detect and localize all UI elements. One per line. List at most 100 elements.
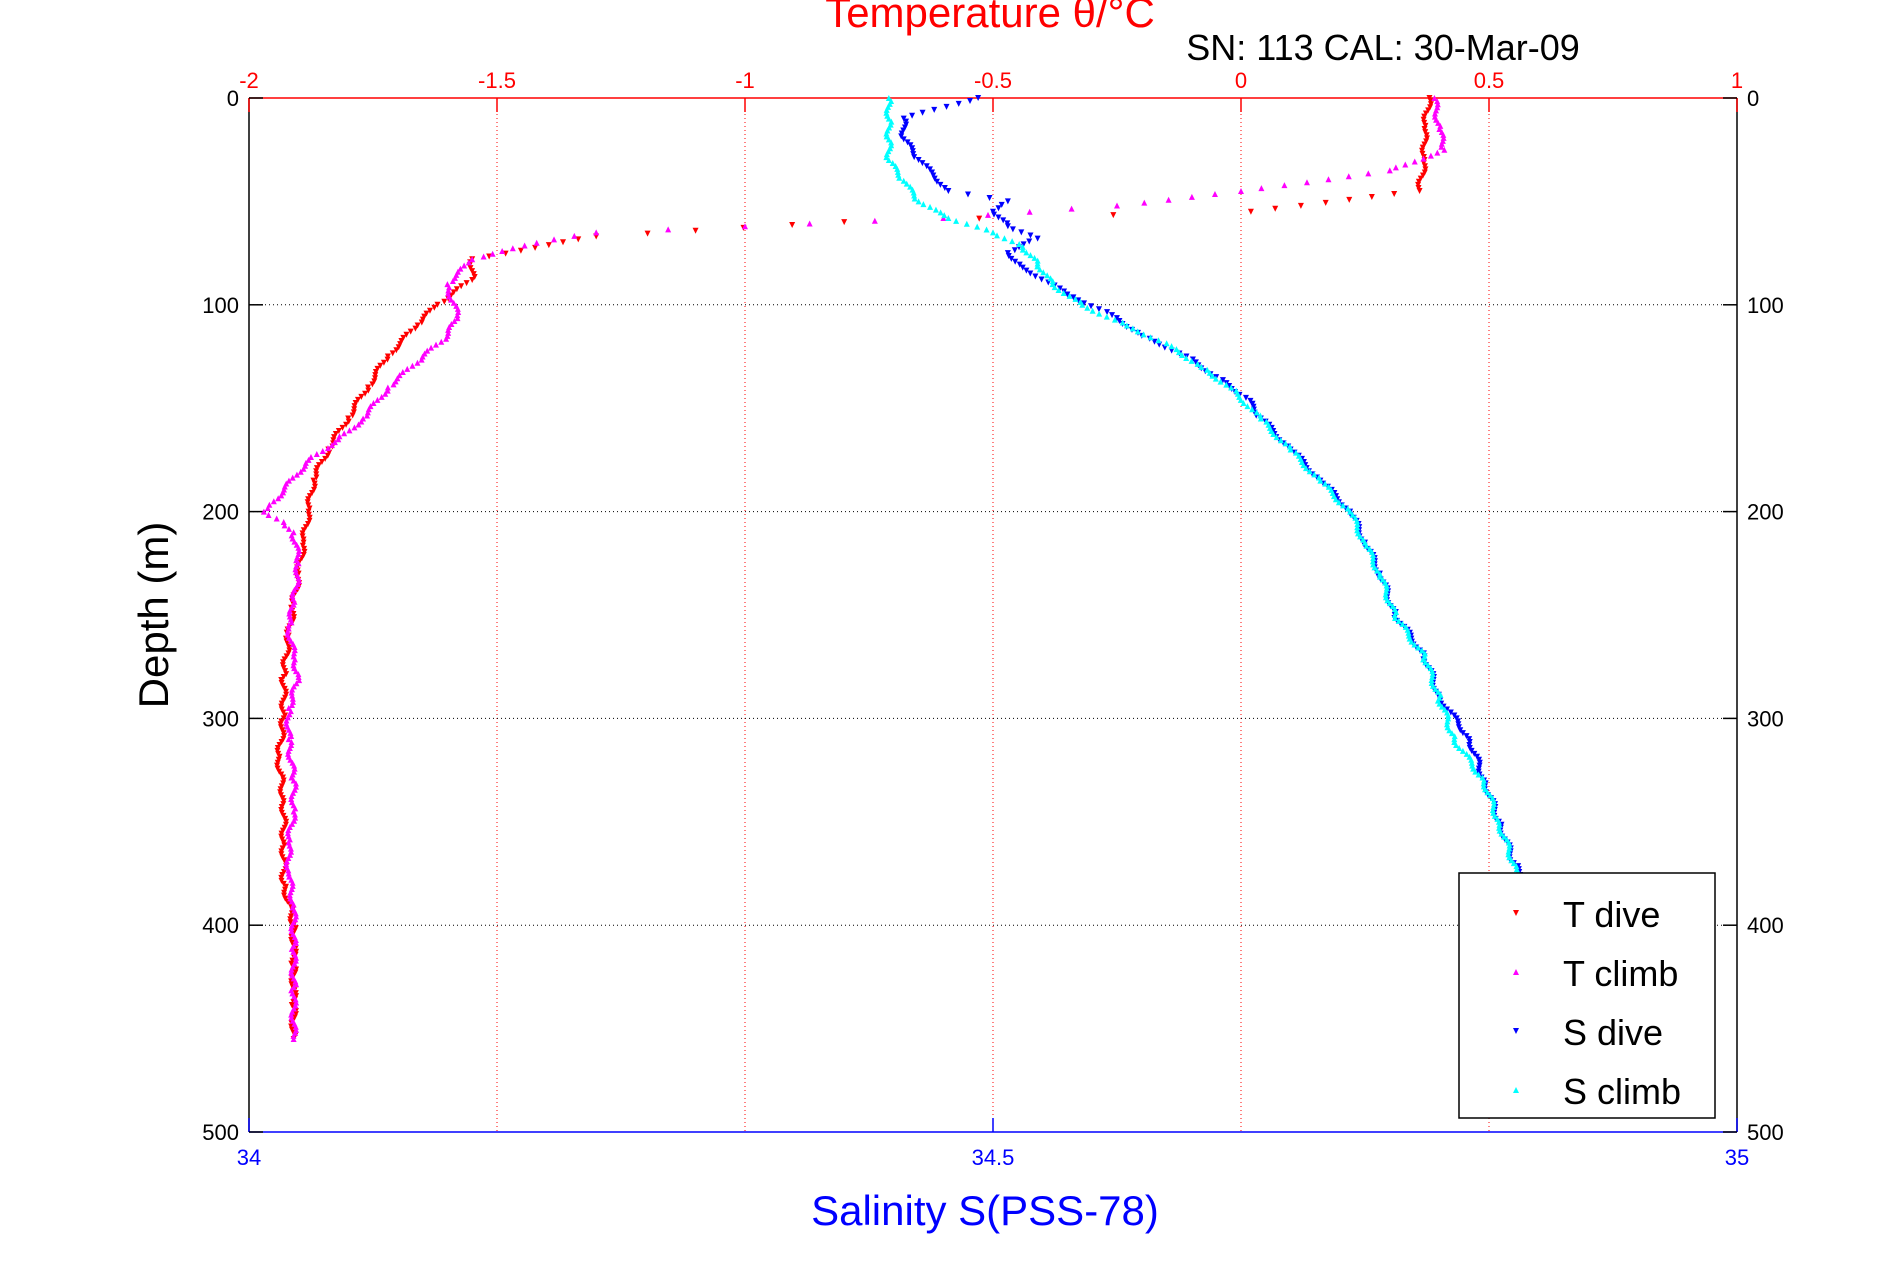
data-point <box>1484 789 1491 796</box>
data-point <box>306 514 313 521</box>
data-point <box>446 284 453 291</box>
data-point <box>305 511 312 518</box>
data-point <box>265 512 272 519</box>
data-point <box>465 259 472 266</box>
temperature-tick-label: 0 <box>1235 68 1247 93</box>
data-point <box>454 305 461 312</box>
data-point <box>966 97 973 104</box>
data-point <box>1287 446 1294 453</box>
data-point <box>299 542 306 549</box>
data-point <box>900 136 907 143</box>
data-point <box>517 247 524 254</box>
data-point <box>291 614 298 621</box>
data-point <box>293 563 300 570</box>
axes: -2 -1.5 -1 -0.5 0 0.5 1 34 34.5 35 0 0 100 100 200 200 3… <box>202 68 1783 1170</box>
data-point <box>283 717 290 724</box>
data-point <box>313 468 320 475</box>
data-point <box>1188 357 1195 364</box>
depth-tick-label-right: 400 <box>1747 913 1784 938</box>
data-point <box>292 996 299 1003</box>
data-point <box>372 369 379 376</box>
data-point <box>351 406 358 413</box>
data-point <box>1286 443 1293 450</box>
data-point <box>305 496 312 503</box>
depth-tick-label-left: 0 <box>227 86 239 111</box>
data-point <box>1155 337 1162 344</box>
data-point <box>285 827 292 834</box>
data-point <box>1079 301 1086 308</box>
depth-tick-label-left: 400 <box>202 913 239 938</box>
data-point <box>1244 403 1251 410</box>
data-point <box>341 430 348 437</box>
data-point <box>443 335 450 342</box>
data-point <box>1411 641 1418 648</box>
salinity-tick-label: 35 <box>1725 1145 1749 1170</box>
data-point <box>328 442 335 449</box>
data-point <box>407 328 414 335</box>
data-point <box>289 589 296 596</box>
data-point <box>287 729 294 736</box>
data-point <box>1194 360 1201 367</box>
data-point <box>1429 674 1436 681</box>
data-point <box>289 701 296 708</box>
data-point <box>1420 160 1427 167</box>
data-point <box>1306 468 1313 475</box>
data-point <box>1282 440 1289 447</box>
data-point <box>1402 161 1409 168</box>
data-point <box>284 830 291 837</box>
data-point <box>290 1032 297 1039</box>
data-point <box>384 384 391 391</box>
data-point <box>1422 166 1429 173</box>
data-point <box>1219 377 1226 384</box>
data-point <box>293 939 300 946</box>
data-point <box>352 400 359 407</box>
data-point <box>264 505 271 512</box>
data-point <box>1427 104 1434 111</box>
data-point <box>1365 170 1372 177</box>
data-point <box>930 172 937 179</box>
data-point <box>1426 95 1433 101</box>
data-point <box>345 415 352 422</box>
data-point <box>931 106 938 113</box>
data-point <box>306 517 313 524</box>
data-point <box>1415 181 1422 188</box>
data-point <box>449 278 456 285</box>
data-point <box>1049 278 1056 285</box>
data-point <box>1346 196 1353 203</box>
data-point <box>927 203 934 210</box>
data-point <box>560 239 567 246</box>
data-point <box>1383 582 1390 589</box>
depth-tick-label-left: 200 <box>202 500 239 525</box>
data-point <box>289 820 296 827</box>
legend-marker <box>1513 910 1519 916</box>
data-point <box>1027 232 1034 239</box>
data-point <box>871 217 878 224</box>
data-point <box>365 387 372 394</box>
depth-tick-label-left: 100 <box>202 293 239 318</box>
data-point <box>1419 147 1426 154</box>
data-point <box>1147 334 1154 341</box>
data-point <box>883 151 890 158</box>
data-point <box>1422 129 1429 136</box>
data-point <box>920 201 927 208</box>
data-point <box>910 189 917 196</box>
legend-marker <box>1513 1028 1519 1034</box>
data-point <box>1415 178 1422 185</box>
data-point <box>1435 688 1442 695</box>
data-point <box>286 610 293 617</box>
data-point <box>350 409 357 416</box>
data-point <box>665 226 672 233</box>
data-point <box>1370 552 1377 559</box>
data-point <box>1421 141 1428 148</box>
data-point <box>1031 254 1038 261</box>
data-point <box>1123 322 1130 329</box>
data-point <box>919 109 926 116</box>
data-point <box>1501 833 1508 840</box>
data-point <box>301 548 308 555</box>
legend-marker <box>1513 969 1519 975</box>
data-point <box>290 662 297 669</box>
data-point <box>1183 354 1190 361</box>
data-point <box>278 492 285 499</box>
data-point <box>1134 328 1141 335</box>
temperature-tick-label: 1 <box>1731 68 1743 93</box>
